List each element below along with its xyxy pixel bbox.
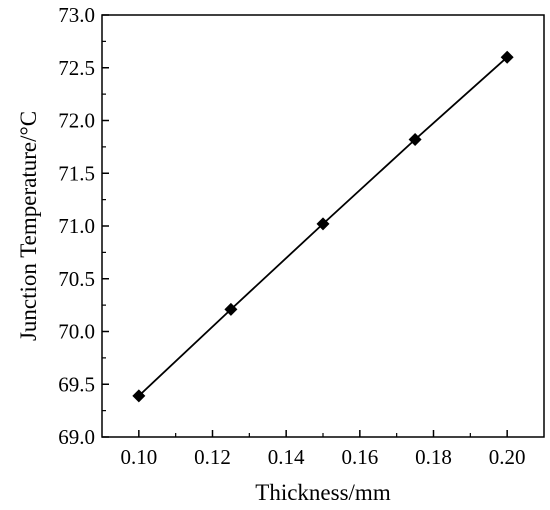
y-tick-label: 69.0 xyxy=(58,425,95,449)
y-tick-label: 70.0 xyxy=(58,320,95,344)
x-axis-title: Thickness/mm xyxy=(255,480,391,505)
x-tick-label: 0.20 xyxy=(489,445,526,469)
x-tick-label: 0.18 xyxy=(415,445,452,469)
x-tick-label: 0.14 xyxy=(268,445,305,469)
y-axis: 69.0 69.5 70.0 70.5 71.0 71.5 72.0 72.5 73.0 xyxy=(58,3,109,449)
y-axis-title: Junction Temperature/°C xyxy=(16,111,41,341)
x-axis: 0.10 0.12 0.14 0.16 0.18 0.20 xyxy=(120,430,526,469)
series-group xyxy=(132,50,514,403)
y-tick-label: 71.5 xyxy=(58,161,95,185)
data-point-diamond xyxy=(132,389,146,403)
y-tick-label: 72.5 xyxy=(58,56,95,80)
data-point-diamond xyxy=(316,217,330,231)
y-tick-label: 69.5 xyxy=(58,372,95,396)
data-point-diamond xyxy=(408,132,422,146)
x-tick-label: 0.12 xyxy=(194,445,231,469)
x-tick-label: 0.10 xyxy=(120,445,157,469)
y-tick-label: 73.0 xyxy=(58,3,95,27)
y-tick-label: 71.0 xyxy=(58,214,95,238)
data-point-diamond xyxy=(500,50,514,64)
y-tick-label: 70.5 xyxy=(58,267,95,291)
data-point-diamond xyxy=(224,302,238,316)
x-tick-label: 0.16 xyxy=(341,445,378,469)
y-tick-label: 72.0 xyxy=(58,109,95,133)
